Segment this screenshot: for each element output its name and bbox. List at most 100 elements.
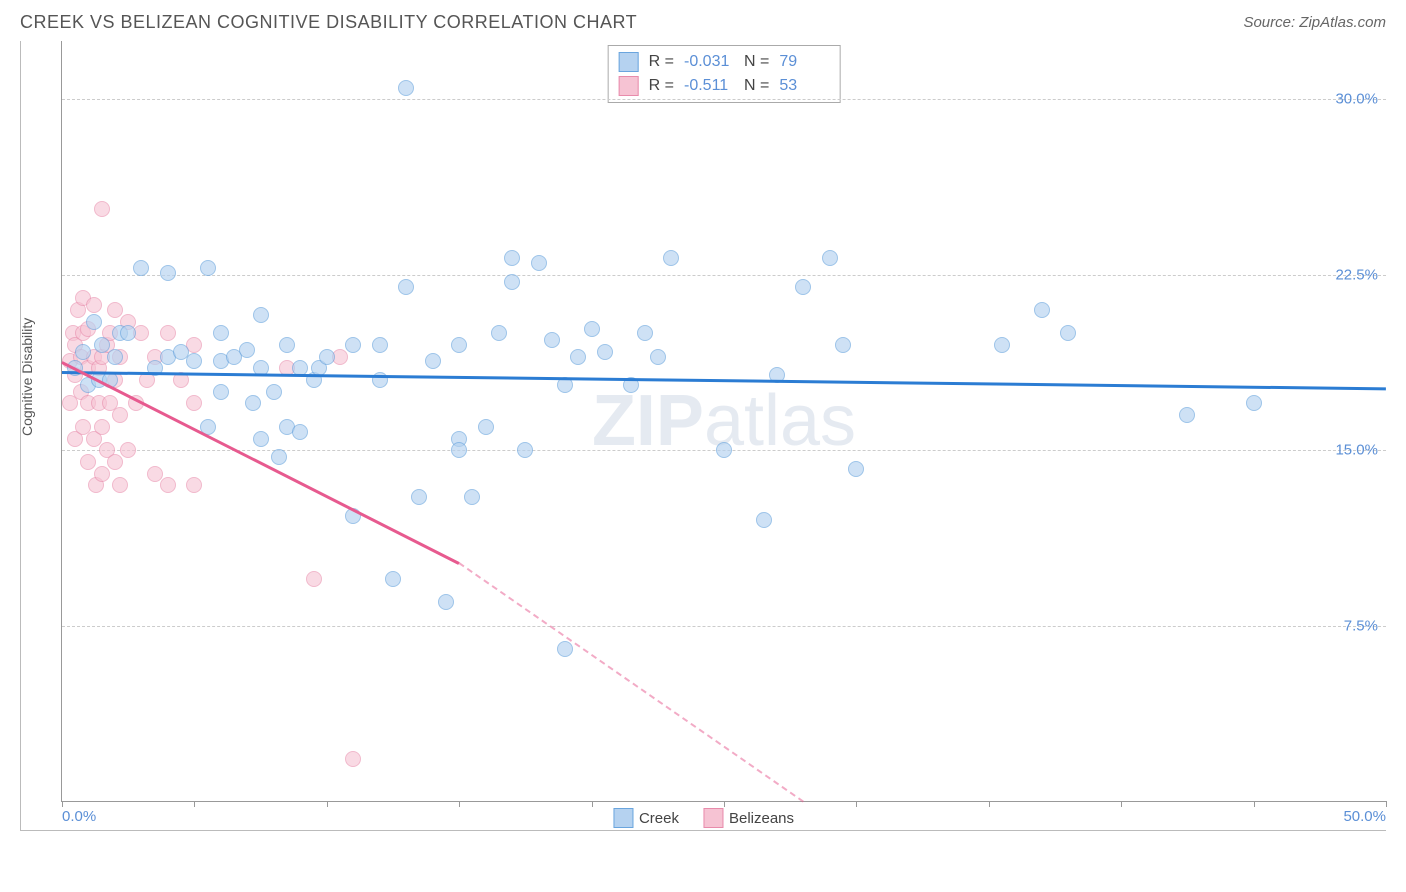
data-point <box>398 80 414 96</box>
data-point <box>213 325 229 341</box>
data-point <box>438 594 454 610</box>
data-point <box>160 325 176 341</box>
data-point <box>637 325 653 341</box>
data-point <box>584 321 600 337</box>
y-axis-label: Cognitive Disability <box>19 317 35 435</box>
data-point <box>517 442 533 458</box>
x-tick <box>989 801 990 807</box>
legend-stat-row: R = -0.511 N = 53 <box>619 74 830 98</box>
plot-area: ZIPatlas R =-0.031N =79R =-0.511N =53 7.… <box>61 41 1386 802</box>
data-point <box>94 201 110 217</box>
y-tick-label: 22.5% <box>1335 266 1378 283</box>
data-point <box>147 466 163 482</box>
trend-line <box>459 563 804 803</box>
data-point <box>1034 302 1050 318</box>
data-point <box>848 461 864 477</box>
y-tick-label: 15.0% <box>1335 442 1378 459</box>
r-label: R = <box>649 53 674 71</box>
data-point <box>75 344 91 360</box>
x-tick <box>592 801 593 807</box>
data-point <box>253 307 269 323</box>
x-tick <box>1121 801 1122 807</box>
data-point <box>491 325 507 341</box>
data-point <box>504 274 520 290</box>
data-point <box>756 512 772 528</box>
grid-line <box>62 275 1386 276</box>
data-point <box>112 407 128 423</box>
data-point <box>650 349 666 365</box>
data-point <box>133 260 149 276</box>
r-label: R = <box>649 77 674 95</box>
data-point <box>120 325 136 341</box>
data-point <box>557 641 573 657</box>
legend-swatch <box>703 808 723 828</box>
data-point <box>86 314 102 330</box>
data-point <box>266 384 282 400</box>
data-point <box>994 337 1010 353</box>
n-label: N = <box>744 77 769 95</box>
data-point <box>279 337 295 353</box>
x-tick <box>724 801 725 807</box>
trend-line <box>62 371 1386 390</box>
n-value: 53 <box>779 77 829 95</box>
x-tick <box>194 801 195 807</box>
data-point <box>112 477 128 493</box>
data-point <box>345 751 361 767</box>
r-value: -0.031 <box>684 53 734 71</box>
data-point <box>319 349 335 365</box>
data-point <box>464 489 480 505</box>
data-point <box>200 260 216 276</box>
data-point <box>245 395 261 411</box>
r-value: -0.511 <box>684 77 734 95</box>
chart-header: CREEK VS BELIZEAN COGNITIVE DISABILITY C… <box>0 0 1406 41</box>
data-point <box>186 477 202 493</box>
chart-container: Cognitive Disability ZIPatlas R =-0.031N… <box>20 41 1386 831</box>
data-point <box>94 466 110 482</box>
legend-item: Creek <box>613 808 679 828</box>
data-point <box>80 454 96 470</box>
data-point <box>94 337 110 353</box>
y-tick-label: 30.0% <box>1335 91 1378 108</box>
x-axis-max-label: 50.0% <box>1343 808 1386 825</box>
data-point <box>271 449 287 465</box>
n-value: 79 <box>779 53 829 71</box>
data-point <box>292 424 308 440</box>
data-point <box>160 477 176 493</box>
grid-line <box>62 626 1386 627</box>
data-point <box>186 353 202 369</box>
data-point <box>306 571 322 587</box>
data-point <box>531 255 547 271</box>
x-axis-min-label: 0.0% <box>62 808 96 825</box>
data-point <box>597 344 613 360</box>
data-point <box>107 302 123 318</box>
data-point <box>663 250 679 266</box>
data-point <box>398 279 414 295</box>
data-point <box>372 337 388 353</box>
x-tick <box>856 801 857 807</box>
legend-item: Belizeans <box>703 808 794 828</box>
x-tick <box>1254 801 1255 807</box>
data-point <box>1060 325 1076 341</box>
x-tick <box>459 801 460 807</box>
x-tick <box>62 801 63 807</box>
data-point <box>94 419 110 435</box>
grid-line <box>62 99 1386 100</box>
legend-label: Creek <box>639 810 679 827</box>
legend-swatch <box>613 808 633 828</box>
data-point <box>385 571 401 587</box>
data-point <box>120 442 136 458</box>
data-point <box>504 250 520 266</box>
legend-label: Belizeans <box>729 810 794 827</box>
source-attribution: Source: ZipAtlas.com <box>1243 14 1386 31</box>
x-tick <box>327 801 328 807</box>
y-tick-label: 7.5% <box>1344 617 1378 634</box>
legend-swatch <box>619 52 639 72</box>
series-legend: Creek Belizeans <box>613 808 794 828</box>
n-label: N = <box>744 53 769 71</box>
data-point <box>411 489 427 505</box>
data-point <box>107 349 123 365</box>
data-point <box>239 342 255 358</box>
data-point <box>1179 407 1195 423</box>
data-point <box>451 442 467 458</box>
stats-legend: R = -0.031 N = 79 R = -0.511 N = 53 <box>608 45 841 103</box>
